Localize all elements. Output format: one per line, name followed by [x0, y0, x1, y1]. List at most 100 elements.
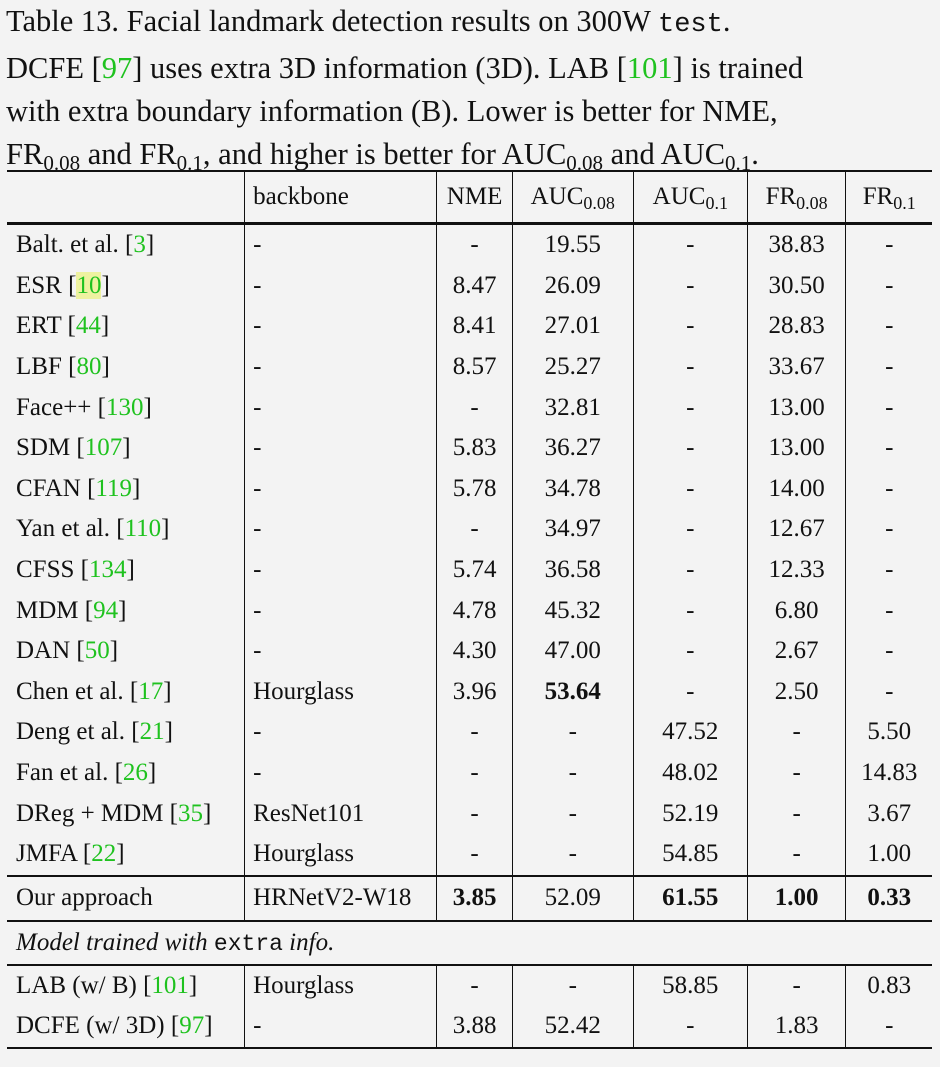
note-mono-text: extra	[213, 930, 283, 957]
extra-info-note-row: Model trained with extra info.	[7, 919, 932, 966]
citation-bracket: ]	[116, 840, 125, 868]
citation-link[interactable]: 35	[178, 799, 204, 827]
citation-link[interactable]: 3	[133, 231, 146, 259]
backbone-cell: Hourglass	[244, 833, 437, 876]
table-row: Balt. et al. [3] - -19.55-38.83-	[7, 223, 932, 266]
fr008-cell: -	[746, 833, 846, 876]
auc01-cell: -	[632, 671, 748, 713]
table-row: ESR [10] -8.47 26.09-30.50-	[7, 265, 932, 307]
method-label: CFSS [	[16, 556, 89, 584]
auc008-cell: 47.00	[511, 630, 634, 672]
auc008-cell: 45.32	[511, 590, 634, 631]
citation-link[interactable]: 97	[179, 1012, 205, 1040]
table-row: DCFE (w/ 3D) [97] -3.88 52.42-1.83-	[7, 1006, 932, 1049]
auc01-cell: -	[632, 590, 748, 631]
nme-cell: -	[436, 387, 513, 428]
header-auc-008: AUC0.08	[511, 171, 634, 224]
citation-link[interactable]: 50	[84, 637, 110, 665]
method-name: JMFA [22]	[7, 834, 245, 876]
auc01-cell: 54.85	[632, 833, 748, 876]
method-name: ERT [44]	[7, 306, 245, 347]
citation-link[interactable]: 17	[138, 677, 164, 705]
auc008-cell: 19.55	[511, 223, 634, 266]
citation-bracket: ]	[161, 515, 170, 543]
fr008-cell: -	[746, 712, 846, 753]
citation-link[interactable]: 119	[95, 474, 132, 502]
fr01-cell: 0.83	[845, 964, 932, 1007]
citation-link[interactable]: 130	[105, 393, 144, 421]
nme-cell: 5.74	[436, 549, 513, 591]
auc01-cell: -	[632, 346, 748, 388]
citation-link[interactable]: 21	[139, 718, 165, 746]
method-name: CFSS [134]	[7, 550, 245, 591]
citation-link[interactable]: 101	[626, 51, 673, 85]
backbone-cell: -	[244, 630, 437, 672]
table-caption: Table 13. Facial landmark detection resu…	[6, 0, 934, 176]
fr008-cell: 12.33	[746, 549, 846, 591]
fr01-cell: -	[845, 265, 932, 307]
extra-info-body: LAB (w/ B) [101] Hourglass - -58.85-0.83 DCF…	[7, 964, 932, 1049]
fr01-cell: -	[845, 509, 932, 550]
nme-cell: 4.30	[436, 630, 513, 672]
citation-link[interactable]: 80	[76, 353, 102, 381]
fr008-cell: 30.50	[746, 265, 846, 307]
auc008-cell: 34.78	[511, 468, 634, 510]
citation-link[interactable]: 44	[75, 312, 101, 340]
method-label: ERT [	[16, 312, 76, 340]
auc008-cell: 26.09	[511, 265, 634, 307]
method-name: Balt. et al. [3]	[7, 224, 245, 266]
method-name: LAB (w/ B) [101]	[7, 965, 245, 1007]
citation-link[interactable]: 26	[122, 759, 148, 787]
header-nme: NME	[436, 171, 513, 224]
nme-cell: 3.85	[436, 874, 513, 921]
header-subscript: 0.08	[796, 193, 828, 213]
method-label: MDM [	[16, 596, 94, 624]
citation-link[interactable]: 134	[88, 556, 127, 584]
nme-cell: -	[436, 752, 513, 794]
method-label: DCFE (w/ 3D) [	[16, 1012, 180, 1040]
method-name: Our approach	[7, 874, 245, 921]
citation-link[interactable]: 101	[151, 971, 189, 999]
method-name: CFAN [119]	[7, 469, 245, 510]
table-row: Deng et al. [21] - - -47.52-5.50	[7, 712, 932, 753]
backbone-cell: -	[244, 712, 437, 753]
citation-link[interactable]: 94	[93, 596, 119, 624]
auc008-cell: -	[511, 752, 634, 794]
auc008-cell: 25.27	[511, 346, 634, 388]
caption-text: FR	[6, 137, 44, 171]
backbone-cell: Hourglass	[244, 964, 437, 1007]
auc008-cell: 53.64	[511, 671, 634, 713]
fr01-cell: -	[845, 427, 932, 469]
caption-text: with extra boundary information (B). Low…	[6, 94, 778, 128]
caption-text: ] is trained	[672, 51, 804, 85]
citation-link[interactable]: 110	[124, 515, 162, 543]
citation-link[interactable]: 22	[91, 840, 117, 868]
citation-link[interactable]: 10	[76, 271, 102, 299]
method-label: JMFA [	[16, 840, 92, 868]
table-header-row: backbone NME AUC0.08 AUC0.1 FR0.08 FR0.1	[7, 171, 932, 224]
auc01-cell: -	[632, 509, 748, 550]
auc008-cell: 36.27	[511, 427, 634, 469]
fr01-cell: 14.83	[845, 752, 932, 794]
citation-bracket: ]	[188, 971, 198, 999]
fr01-cell: -	[845, 549, 932, 591]
backbone-cell: -	[244, 306, 437, 347]
header-fr-008: FR0.08	[746, 171, 846, 224]
table-row: JMFA [22] Hourglass - -54.85-1.00	[7, 833, 932, 876]
fr008-cell: 12.67	[746, 509, 846, 550]
method-name: Chen et al. [17]	[7, 672, 245, 713]
auc008-cell: 34.97	[511, 509, 634, 550]
nme-cell: -	[436, 793, 513, 834]
method-name: DReg + MDM [35]	[7, 793, 245, 834]
header-label: FR	[862, 183, 894, 210]
citation-link[interactable]: 107	[84, 434, 123, 462]
citation-bracket: ]	[100, 312, 110, 340]
fr008-cell: 1.00	[746, 874, 846, 921]
header-subscript: 0.1	[893, 193, 916, 213]
auc01-cell: -	[632, 468, 748, 510]
method-name: ESR [10]	[7, 266, 245, 307]
auc008-cell: 52.42	[511, 1006, 634, 1049]
citation-link[interactable]: 97	[101, 51, 133, 85]
auc008-cell: -	[511, 833, 634, 876]
citation-bracket: ]	[101, 353, 110, 381]
